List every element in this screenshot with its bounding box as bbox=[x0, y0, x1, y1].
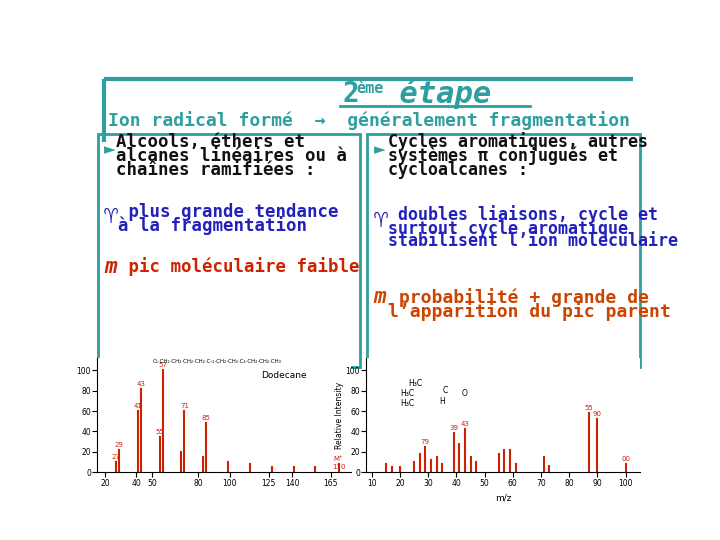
FancyBboxPatch shape bbox=[98, 134, 360, 367]
Text: ème: ème bbox=[356, 81, 384, 96]
Text: à la fragmentation: à la fragmentation bbox=[118, 216, 307, 235]
Text: Cycles aromatiques, autres: Cycles aromatiques, autres bbox=[387, 132, 647, 151]
Text: étape: étape bbox=[381, 79, 491, 109]
Text: 2: 2 bbox=[343, 80, 359, 108]
Text: l’apparition du pic parent: l’apparition du pic parent bbox=[387, 302, 670, 321]
Text: doubles liaisons, cycle et: doubles liaisons, cycle et bbox=[387, 205, 657, 225]
Text: m: m bbox=[374, 287, 386, 307]
Text: systèmes π conjugués et: systèmes π conjugués et bbox=[387, 146, 618, 165]
Text: plus grande tendance: plus grande tendance bbox=[118, 203, 338, 221]
Text: stabilisent l’ion moléculaire: stabilisent l’ion moléculaire bbox=[387, 232, 678, 250]
Text: m: m bbox=[104, 256, 117, 276]
Text: pic moléculaire faible: pic moléculaire faible bbox=[118, 257, 359, 276]
Text: chaînes ramifiées :: chaînes ramifiées : bbox=[117, 160, 316, 179]
Text: surtout cycle aromatique: surtout cycle aromatique bbox=[387, 219, 628, 238]
Text: alcanes linéaires ou à: alcanes linéaires ou à bbox=[117, 147, 347, 165]
Text: probabilité + grande de: probabilité + grande de bbox=[387, 288, 649, 307]
Text: cycloalcanes :: cycloalcanes : bbox=[387, 160, 528, 179]
Text: ►: ► bbox=[374, 140, 385, 159]
Text: ♈: ♈ bbox=[374, 207, 388, 232]
Text: ►: ► bbox=[104, 140, 116, 159]
Text: Ion radical formé  →  généralement fragmentation: Ion radical formé → généralement fragmen… bbox=[108, 111, 630, 130]
Text: ♈: ♈ bbox=[104, 204, 118, 228]
Text: Alcools, éthers et: Alcools, éthers et bbox=[117, 133, 305, 151]
FancyBboxPatch shape bbox=[367, 134, 640, 367]
